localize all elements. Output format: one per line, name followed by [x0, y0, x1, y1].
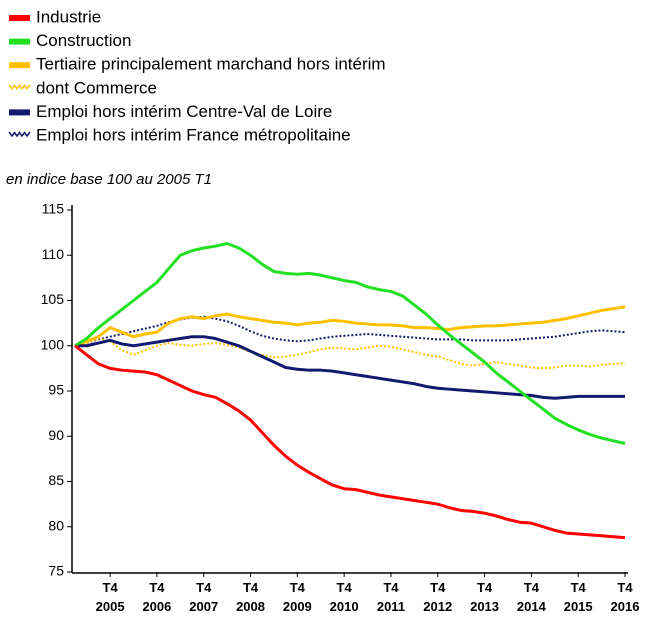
x-tick-label: T4 2007	[189, 580, 219, 614]
x-tick-label: T4 2013	[470, 580, 500, 614]
legend-swatch	[9, 109, 30, 116]
chart-subtitle: en indice base 100 au 2005 T1	[6, 171, 212, 188]
y-tick-label: 100	[41, 336, 65, 352]
legend-swatch	[23, 84, 31, 91]
legend-label: Emploi hors intérim France métropolitain…	[36, 125, 351, 144]
legend-swatch	[9, 38, 30, 45]
legend-swatch	[9, 62, 30, 69]
y-tick-label: 75	[48, 563, 64, 579]
series-line	[74, 344, 626, 540]
series-line	[74, 305, 626, 348]
legend-swatch	[18, 131, 26, 138]
legend-label: dont Commerce	[36, 78, 157, 97]
legend-swatch	[8, 131, 16, 138]
legend-swatch	[13, 131, 21, 138]
x-tick-label: T4 2008	[236, 580, 265, 614]
x-tick-label: T4 2015	[563, 580, 593, 614]
x-tick-label: T4 2010	[329, 580, 359, 614]
legend-swatch	[8, 84, 16, 91]
x-tick-label: T4 2006	[142, 580, 172, 614]
series-line	[74, 337, 626, 370]
legend-label: Emploi hors intérim Centre-Val de Loire	[36, 102, 332, 121]
y-tick-label: 80	[48, 517, 64, 533]
y-tick-label: 115	[42, 201, 65, 217]
series-line	[75, 335, 625, 400]
legend-swatch	[23, 131, 31, 138]
legend-swatch	[13, 84, 21, 91]
x-tick-label: T4 2016	[610, 580, 640, 614]
legend-swatch	[9, 15, 30, 21]
x-tick-label: T4 2012	[423, 580, 453, 614]
series-line	[74, 241, 626, 445]
y-tick-label: 110	[42, 246, 65, 262]
legend-label: Industrie	[36, 7, 101, 26]
x-tick-label: T4 2011	[376, 580, 406, 614]
y-tick-label: 105	[41, 291, 65, 307]
x-tick-label: T4 2009	[282, 580, 312, 614]
y-tick-label: 85	[48, 472, 64, 488]
y-tick-label: 95	[48, 382, 64, 398]
x-tick-label: T4 2005	[95, 580, 125, 614]
legend-label: Construction	[36, 31, 131, 50]
x-tick-label: T4 2014	[516, 580, 546, 614]
y-tick-label: 90	[48, 427, 64, 443]
legend-swatch	[18, 84, 26, 91]
legend-label: Tertiaire principalement marchand hors i…	[36, 55, 386, 74]
